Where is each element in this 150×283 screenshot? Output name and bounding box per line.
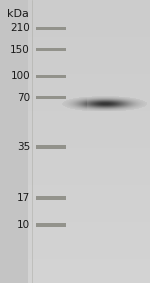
Text: 150: 150 bbox=[10, 44, 30, 55]
Bar bbox=[36, 96, 66, 99]
Text: 100: 100 bbox=[10, 71, 30, 82]
Bar bbox=[36, 75, 66, 78]
Bar bbox=[36, 223, 66, 227]
Text: 10: 10 bbox=[17, 220, 30, 230]
Bar bbox=[36, 145, 66, 149]
Text: 70: 70 bbox=[17, 93, 30, 103]
Text: 210: 210 bbox=[10, 23, 30, 33]
Text: 17: 17 bbox=[17, 193, 30, 203]
Bar bbox=[36, 48, 66, 51]
Bar bbox=[36, 196, 66, 200]
Text: kDa: kDa bbox=[7, 9, 29, 19]
Bar bbox=[36, 27, 66, 30]
Text: 35: 35 bbox=[17, 142, 30, 152]
